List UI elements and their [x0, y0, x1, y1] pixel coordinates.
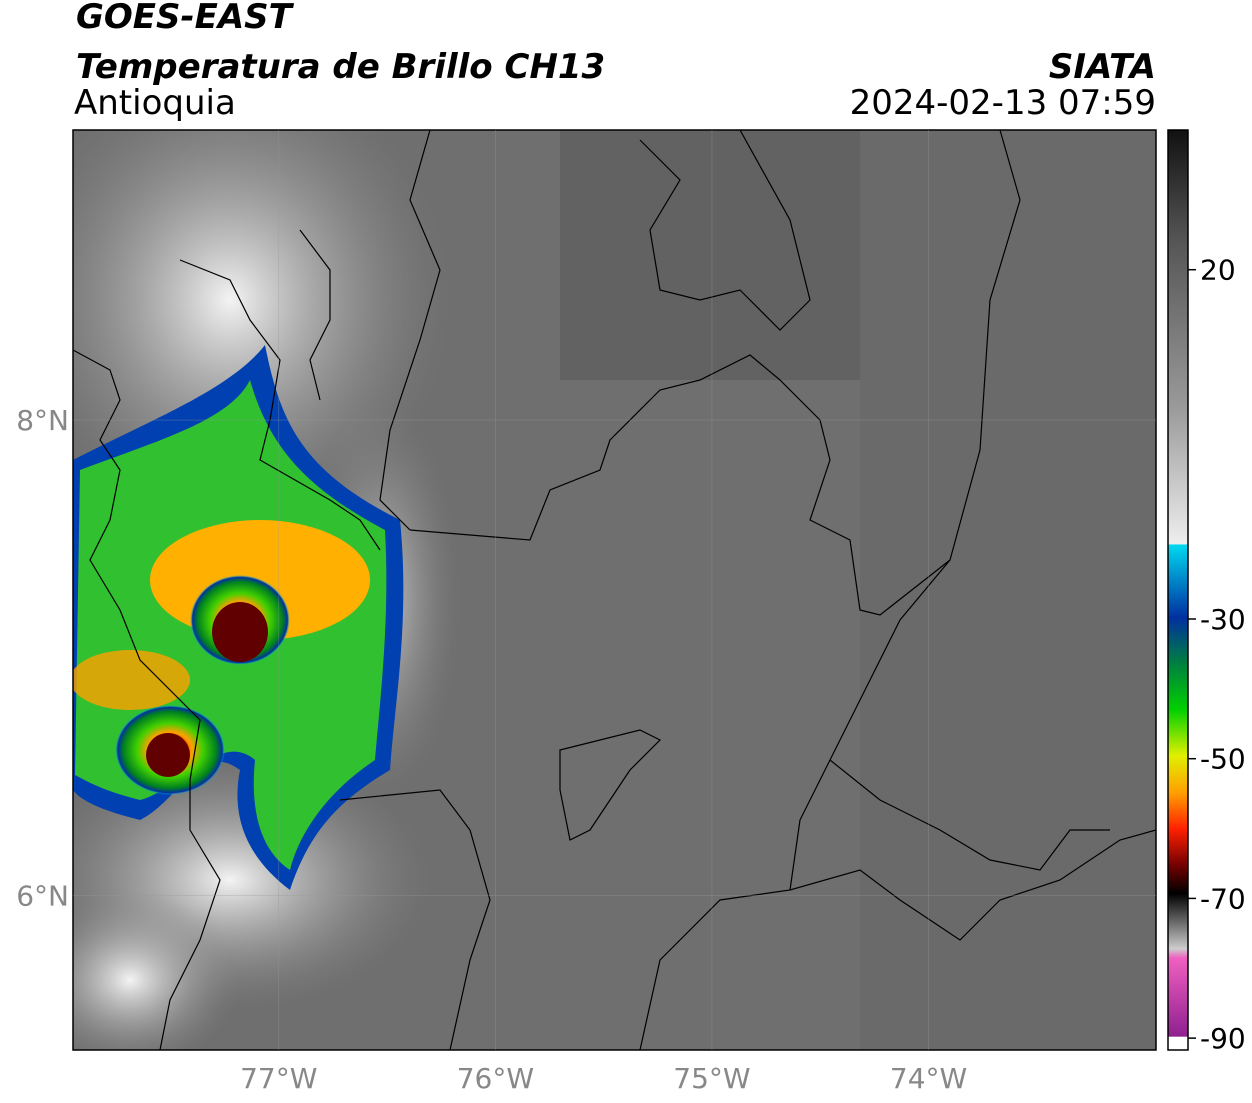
x-tick-label: 74°W: [890, 1062, 967, 1095]
region: Antioquia: [74, 83, 236, 123]
colorbar-tick-label: -90: [1200, 1022, 1246, 1055]
x-tick-label: 76°W: [457, 1062, 534, 1095]
colorbar-tick-label: 20: [1200, 254, 1236, 287]
colorbar-tick-label: -70: [1200, 882, 1246, 915]
datetime: 2024-02-13 07:59: [850, 83, 1156, 123]
colorbar-tick-label: -30: [1200, 603, 1246, 636]
colorbar-tick-label: -50: [1200, 743, 1246, 776]
source: SIATA: [1049, 47, 1156, 87]
satellite-image: [73, 130, 1156, 1050]
subtitle: Temperatura de Brillo CH13: [76, 47, 605, 87]
map-frame: [72, 129, 1157, 1051]
y-tick-label: 8°N: [16, 404, 69, 437]
y-tick-label: 6°N: [16, 879, 69, 912]
colorbar: [1167, 129, 1189, 1051]
x-tick-label: 77°W: [240, 1062, 317, 1095]
x-tick-label: 75°W: [673, 1062, 750, 1095]
title: GOES-EAST: [76, 0, 295, 37]
